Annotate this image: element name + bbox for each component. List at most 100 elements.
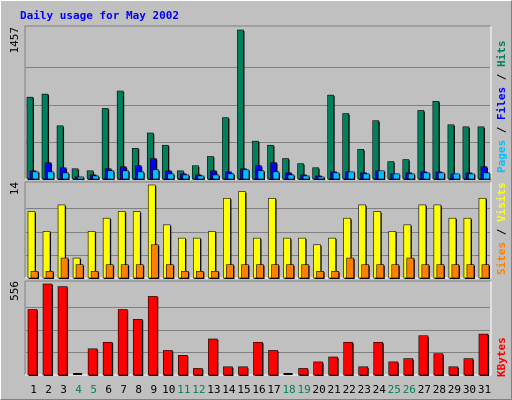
x-label-day-3: 3 (60, 383, 67, 396)
bar-kbytes-day-5-fill (87, 348, 98, 376)
bar-pages-day-8-fill (137, 171, 145, 180)
bar-sites-day-7 (120, 264, 130, 279)
bar-kbytes-day-12-fill (193, 368, 203, 376)
bar-sites-day-26 (406, 257, 415, 279)
bar-kbytes-day-1-fill (27, 309, 38, 376)
x-label-day-20: 20 (313, 383, 326, 396)
bar-kbytes-day-14 (223, 366, 234, 376)
bar-kbytes-day-29-fill (448, 366, 459, 376)
bar-sites-day-5-fill (90, 271, 99, 279)
bar-pages-day-20 (317, 176, 326, 180)
ymax-label-visits-sites: 14 (8, 182, 21, 196)
bar-kbytes-day-21 (328, 356, 339, 376)
bar-pages-day-3 (62, 172, 70, 180)
bar-sites-day-21 (331, 271, 340, 279)
bar-hits-day-14-fill (222, 117, 229, 180)
legend-visits-sites: Sites / Visits (495, 182, 508, 275)
bar-pages-day-22 (347, 171, 356, 180)
x-label-day-2: 2 (45, 383, 52, 396)
x-label-day-9: 9 (150, 383, 157, 396)
bar-kbytes-day-22-fill (343, 341, 353, 376)
bar-pages-day-11-fill (182, 174, 190, 180)
bar-pages-day-29-fill (453, 173, 460, 180)
bar-pages-day-1 (32, 171, 40, 180)
bar-pages-day-25-fill (392, 173, 400, 180)
bar-sites-day-25-fill (391, 264, 400, 279)
x-label-day-18: 18 (282, 383, 295, 396)
bar-kbytes-day-14-fill (223, 366, 233, 376)
bar-kbytes-day-19-fill (298, 368, 308, 376)
bar-sites-day-10-fill (165, 264, 174, 279)
bar-hits-day-29-fill (447, 124, 455, 180)
legend-separator: / (495, 67, 508, 87)
x-label-day-26: 26 (403, 383, 416, 396)
x-label-day-28: 28 (433, 383, 446, 396)
bar-sites-day-31 (481, 264, 490, 279)
bar-kbytes-day-15 (238, 366, 249, 376)
bar-pages-day-29 (453, 173, 461, 180)
x-label-day-13: 13 (207, 383, 220, 396)
bar-pages-day-11 (182, 174, 190, 180)
bar-kbytes-day-16-fill (253, 341, 263, 376)
bar-pages-day-27 (423, 172, 431, 180)
x-label-day-23: 23 (358, 383, 371, 396)
bar-sites-day-25 (391, 264, 400, 279)
bar-sites-day-2-fill (45, 271, 54, 279)
bar-pages-day-3-fill (62, 172, 69, 180)
bar-hits-day-6-fill (101, 108, 109, 180)
bar-hits-day-14 (222, 117, 230, 180)
bar-sites-day-17 (271, 264, 280, 279)
bar-sites-day-16 (256, 264, 265, 279)
x-label-day-10: 10 (162, 383, 175, 396)
x-label-day-19: 19 (297, 383, 310, 396)
bar-visits-day-5-fill (87, 231, 96, 279)
bar-pages-day-15 (242, 169, 250, 180)
bars-visits-sites (27, 184, 490, 279)
bar-sites-day-24 (376, 264, 385, 279)
bar-kbytes-day-2 (42, 283, 54, 376)
bar-kbytes-day-4 (73, 373, 83, 375)
bar-kbytes-day-28 (433, 353, 444, 376)
x-axis-labels: 1 2 3 4 5 6 7 8 9 10 11 12 13 14 15 16 17 18 19 20 21 22 23 24 2… (30, 383, 491, 396)
bar-pages-day-15-fill (242, 169, 250, 180)
bar-sites-day-27 (421, 264, 430, 279)
bar-kbytes-day-8-fill (132, 319, 143, 376)
bar-kbytes-day-24-fill (373, 341, 384, 376)
bar-pages-day-18 (287, 174, 296, 180)
bar-hits-day-28-fill (432, 100, 440, 180)
bar-pages-day-31-fill (483, 172, 490, 180)
legend-kbytes: KBytes (495, 337, 508, 377)
bar-sites-day-13-fill (211, 271, 219, 279)
bar-kbytes-day-27-fill (418, 335, 429, 376)
bar-sites-day-12 (196, 271, 205, 279)
bar-kbytes-day-7 (117, 309, 129, 376)
x-label-day-1: 1 (30, 383, 37, 396)
bar-pages-day-12-fill (197, 175, 205, 180)
bar-sites-day-23 (361, 264, 370, 279)
bar-sites-day-29 (451, 264, 460, 279)
bar-pages-day-28 (438, 172, 446, 180)
bar-kbytes-day-22 (343, 341, 354, 376)
bar-pages-day-6-fill (107, 170, 114, 180)
bar-sites-day-8-fill (135, 264, 144, 279)
bar-kbytes-day-17 (268, 350, 279, 376)
bar-kbytes-day-25 (388, 361, 399, 376)
ymax-label-kbytes: 556 (8, 281, 21, 301)
bar-kbytes-day-11 (178, 355, 189, 376)
bars-kbytes (27, 283, 489, 376)
x-label-day-5: 5 (90, 383, 97, 396)
bar-kbytes-day-9-fill (147, 296, 158, 376)
bar-pages-day-9-fill (152, 169, 160, 180)
bar-kbytes-day-15-fill (238, 366, 248, 376)
bar-kbytes-day-27 (418, 335, 429, 376)
bar-kbytes-day-9 (147, 296, 159, 376)
bar-pages-day-1-fill (32, 171, 39, 180)
bar-pages-day-9 (152, 169, 160, 180)
legend-pages: Pages (495, 140, 508, 173)
bar-sites-day-18-fill (286, 264, 294, 279)
bar-sites-day-3 (60, 257, 70, 279)
bar-kbytes-day-10-fill (162, 350, 173, 376)
bar-kbytes-day-26-fill (403, 358, 414, 376)
bar-hits-day-27 (417, 110, 425, 180)
